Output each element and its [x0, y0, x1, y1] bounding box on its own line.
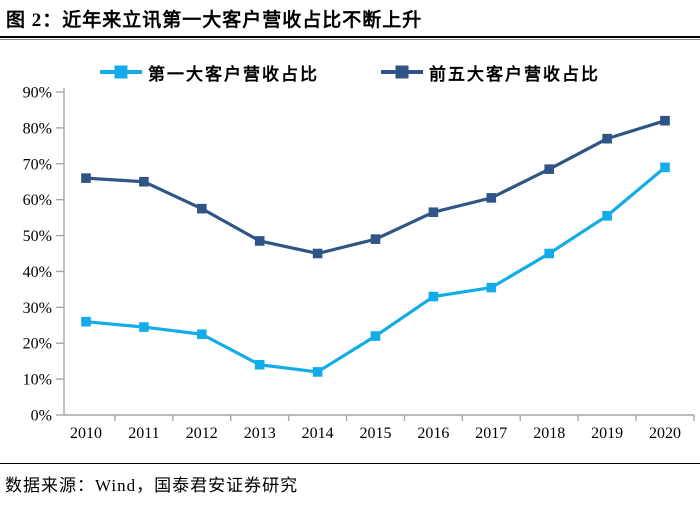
- x-tick-label: 2011: [128, 425, 159, 442]
- y-axis-ticks: 0% 10% 20% 30% 40% 50% 60% 70% 80% 90%: [23, 85, 64, 425]
- y-tick-label: 60%: [23, 192, 52, 209]
- data-point-marker: [428, 207, 439, 218]
- data-point-marker: [254, 236, 265, 246]
- y-tick-label: 10%: [23, 372, 52, 389]
- series-light-marker-icon: [100, 65, 142, 79]
- data-point-marker: [660, 115, 670, 126]
- x-tick-label: 2018: [533, 425, 565, 442]
- data-point-marker: [602, 211, 612, 221]
- data-point-marker: [81, 173, 91, 183]
- x-tick-label: 2016: [417, 425, 449, 442]
- legend-item-top5-customers: 前五大客户营收占比: [381, 60, 600, 85]
- data-point-marker: [139, 176, 149, 187]
- y-tick-label: 0%: [31, 408, 52, 425]
- data-point-marker: [197, 203, 207, 214]
- series-dark-marker-icon: [381, 65, 423, 79]
- x-axis-ticks: 2010 2011 2012 2013 2014 2015 2016 2017 2018 2019…: [70, 415, 695, 442]
- data-point-marker: [544, 248, 554, 259]
- y-tick-label: 30%: [23, 300, 52, 317]
- data-point-marker: [139, 322, 149, 332]
- source-divider: [0, 463, 700, 464]
- legend-label-top-customer: 第一大客户营收占比: [148, 64, 319, 84]
- x-tick-label: 2014: [302, 425, 334, 442]
- data-point-marker: [370, 234, 381, 244]
- figure-title-text: 图 2：近年来立讯第一大客户营收占比不断上升: [6, 10, 423, 31]
- legend-label-top5-customers: 前五大客户营收占比: [429, 64, 600, 84]
- data-point-marker: [197, 329, 207, 340]
- x-tick-label: 2010: [70, 425, 102, 442]
- data-source: 数据来源：Wind，国泰君安证券研究: [5, 471, 695, 496]
- figure-title: 图 2：近年来立讯第一大客户营收占比不断上升: [6, 5, 696, 35]
- y-tick-label: 90%: [23, 85, 52, 102]
- data-point-marker: [81, 316, 91, 327]
- data-point-marker: [312, 248, 323, 259]
- data-source-text: 数据来源：Wind，国泰君安证券研究: [5, 476, 299, 495]
- chart-legend: 第一大客户营收占比 前五大客户营收占比: [0, 58, 700, 86]
- y-tick-label: 70%: [23, 156, 52, 173]
- y-tick-label: 20%: [23, 336, 52, 353]
- series-0-line: [81, 162, 670, 377]
- data-point-marker: [254, 359, 265, 370]
- y-tick-label: 40%: [23, 264, 52, 281]
- data-point-marker: [486, 193, 497, 203]
- data-point-marker: [544, 164, 554, 174]
- series-1-line: [81, 115, 670, 259]
- title-divider: [0, 36, 700, 40]
- x-tick-label: 2020: [649, 425, 681, 442]
- x-tick-label: 2019: [591, 425, 623, 442]
- data-point-marker: [370, 331, 381, 341]
- axes: [63, 88, 694, 416]
- square-marker-icon: [395, 65, 409, 79]
- data-point-marker: [428, 291, 439, 302]
- data-point-marker: [312, 367, 323, 377]
- x-tick-label: 2015: [360, 425, 392, 442]
- data-point-marker: [660, 162, 670, 173]
- x-tick-label: 2012: [186, 425, 218, 442]
- square-marker-icon: [114, 65, 128, 79]
- y-tick-label: 50%: [23, 228, 52, 245]
- x-tick-label: 2013: [244, 425, 276, 442]
- y-tick-label: 80%: [23, 120, 52, 137]
- data-point-marker: [486, 282, 497, 293]
- legend-item-top-customer: 第一大客户营收占比: [100, 60, 319, 85]
- x-tick-label: 2017: [475, 425, 507, 442]
- data-point-marker: [602, 133, 612, 144]
